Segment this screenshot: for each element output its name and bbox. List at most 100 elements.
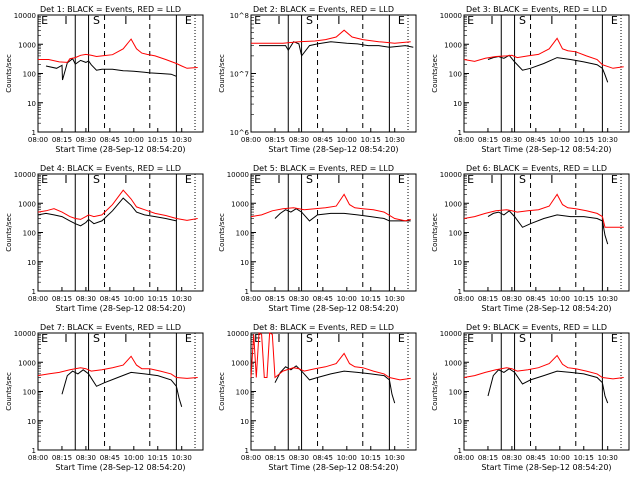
- series-line-events: [45, 57, 177, 81]
- x-tick-label: 08:30: [76, 454, 96, 462]
- interval-label: S: [306, 173, 313, 186]
- x-axis-label: Start Time (28-Sep-12 08:54:20): [481, 304, 611, 313]
- y-axis-label: Counts/sec: [218, 54, 226, 93]
- y-tick-label: 100: [449, 389, 462, 397]
- interval-label: E: [467, 332, 474, 345]
- x-axis-label: Start Time (28-Sep-12 08:54:20): [481, 145, 611, 154]
- y-axis-label: Counts/sec: [218, 372, 226, 411]
- y-tick-label: 10: [27, 259, 36, 267]
- series-line-events: [37, 197, 177, 227]
- y-tick-label: 1000: [444, 41, 462, 49]
- interval-label: S: [519, 173, 526, 186]
- interval-label: E: [467, 14, 474, 27]
- y-tick-label: 1000: [18, 41, 36, 49]
- y-tick-label: 10^6: [230, 129, 250, 137]
- interval-label: S: [306, 332, 313, 345]
- series-line-lld: [37, 189, 198, 221]
- interval-label: S: [519, 14, 526, 27]
- interval-label: I: [337, 332, 340, 345]
- x-tick-label: 10:15: [574, 295, 594, 303]
- x-tick-label: 08:30: [76, 295, 96, 303]
- y-tick-label: 1: [458, 447, 462, 455]
- y-axis-label: Counts/sec: [431, 372, 439, 411]
- chart-title: Det 9: BLACK = Events, RED = LLD: [466, 323, 607, 332]
- x-tick-label: 08:45: [526, 295, 546, 303]
- interval-label: S: [519, 332, 526, 345]
- x-tick-label: 10:15: [148, 136, 168, 144]
- y-tick-label: 10: [453, 259, 462, 267]
- x-tick-label: 10:30: [598, 295, 618, 303]
- interval-label: I: [64, 14, 67, 27]
- interval-label: E: [254, 332, 261, 345]
- chart-title: Det 1: BLACK = Events, RED = LLD: [40, 5, 181, 14]
- y-axis-label: Counts/sec: [431, 213, 439, 252]
- x-tick-label: 08:45: [100, 454, 120, 462]
- y-tick-label: 1000: [231, 200, 249, 208]
- y-axis-label: Counts/sec: [5, 372, 13, 411]
- x-tick-label: 10:15: [574, 136, 594, 144]
- interval-label: I: [277, 332, 280, 345]
- y-tick-label: 10^7: [230, 71, 249, 79]
- y-tick-label: 10: [453, 100, 462, 108]
- x-tick-label: 08:15: [265, 454, 285, 462]
- x-tick-label: 08:00: [241, 454, 261, 462]
- x-tick-label: 08:15: [478, 454, 498, 462]
- interval-label: I: [490, 14, 493, 27]
- x-tick-label: 10:15: [361, 295, 381, 303]
- y-tick-label: 10: [27, 418, 36, 426]
- series-line-events: [61, 369, 183, 407]
- x-tick-label: 08:30: [289, 136, 309, 144]
- y-tick-label: 10: [27, 100, 36, 108]
- series-line-events: [487, 210, 609, 245]
- y-axis-label: Counts/sec: [5, 54, 13, 93]
- interval-label: E: [254, 173, 261, 186]
- x-tick-label: 10:30: [172, 136, 192, 144]
- y-tick-label: 10^8: [230, 12, 249, 20]
- x-tick-label: 08:30: [76, 136, 96, 144]
- y-tick-label: 1000: [444, 359, 462, 367]
- y-tick-label: 1: [32, 129, 36, 137]
- series-line-lld: [250, 193, 411, 222]
- x-tick-label: 10:15: [574, 454, 594, 462]
- x-tick-label: 08:00: [28, 454, 48, 462]
- x-tick-label: 08:30: [289, 295, 309, 303]
- x-tick-label: 10:00: [337, 136, 357, 144]
- series-line-lld: [250, 332, 411, 381]
- y-tick-label: 1: [32, 288, 36, 296]
- x-tick-label: 08:15: [478, 136, 498, 144]
- x-axis-label: Start Time (28-Sep-12 08:54:20): [55, 145, 185, 154]
- y-tick-label: 100: [23, 71, 36, 79]
- y-tick-label: 100: [23, 389, 36, 397]
- plot-frame: [250, 14, 417, 133]
- interval-label: I: [64, 173, 67, 186]
- interval-label: E: [398, 173, 405, 186]
- interval-label: S: [93, 332, 100, 345]
- x-tick-label: 08:45: [100, 136, 120, 144]
- x-tick-label: 08:00: [241, 136, 261, 144]
- interval-label: E: [611, 332, 618, 345]
- x-tick-label: 10:00: [337, 295, 357, 303]
- x-tick-label: 10:15: [148, 454, 168, 462]
- series-line-events: [487, 368, 609, 404]
- y-tick-label: 1000: [18, 359, 36, 367]
- chart-title: Det 3: BLACK = Events, RED = LLD: [466, 5, 607, 14]
- x-tick-label: 08:00: [28, 136, 48, 144]
- interval-label: S: [306, 14, 313, 27]
- x-tick-label: 08:30: [502, 136, 522, 144]
- y-tick-label: 10000: [440, 330, 462, 338]
- x-tick-label: 08:45: [313, 454, 333, 462]
- interval-label: I: [490, 332, 493, 345]
- x-tick-label: 10:00: [550, 454, 570, 462]
- x-tick-label: 08:45: [100, 295, 120, 303]
- interval-label: E: [185, 14, 192, 27]
- series-line-events: [274, 365, 396, 404]
- interval-label: I: [124, 332, 127, 345]
- series-line-lld: [463, 37, 624, 69]
- y-axis-label: Counts/sec: [431, 54, 439, 93]
- x-tick-label: 08:00: [454, 295, 474, 303]
- x-tick-label: 10:15: [361, 136, 381, 144]
- interval-label: I: [550, 14, 553, 27]
- interval-label: E: [41, 332, 48, 345]
